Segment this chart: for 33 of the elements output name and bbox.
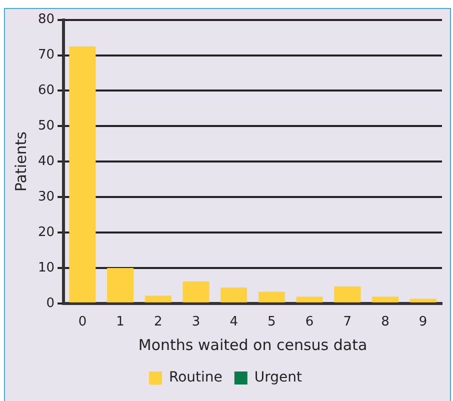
y-axis-title: Patients bbox=[12, 131, 30, 192]
x-tick-label: 2 bbox=[154, 314, 162, 330]
x-tick-label: 8 bbox=[381, 314, 390, 330]
bar bbox=[69, 46, 96, 302]
y-tick-label: 50 bbox=[38, 118, 55, 134]
x-tick-label: 7 bbox=[343, 314, 352, 330]
x-tick-label: 1 bbox=[116, 314, 124, 330]
y-tick-label: 80 bbox=[38, 12, 55, 28]
legend-label: Routine bbox=[168, 370, 222, 386]
bar bbox=[296, 296, 323, 302]
bar bbox=[144, 296, 172, 302]
bar bbox=[182, 281, 210, 302]
x-tick-label: 4 bbox=[230, 314, 238, 330]
legend-label: Urgent bbox=[254, 370, 303, 386]
y-tick-label: 10 bbox=[38, 260, 55, 276]
bar bbox=[372, 296, 398, 302]
x-tick-label: 9 bbox=[418, 314, 428, 330]
y-tick-label: 30 bbox=[38, 189, 55, 204]
bar bbox=[410, 298, 436, 302]
x-tick-label: 3 bbox=[192, 314, 200, 330]
bar bbox=[258, 292, 285, 302]
bar bbox=[220, 287, 248, 302]
y-tick-label: 70 bbox=[38, 48, 55, 63]
y-tick-label: 0 bbox=[46, 296, 55, 311]
x-tick-label: 5 bbox=[268, 314, 276, 330]
y-tick-label: 20 bbox=[38, 224, 55, 240]
bar bbox=[107, 268, 134, 302]
bar bbox=[334, 286, 361, 302]
y-tick-label: 40 bbox=[38, 154, 55, 169]
x-axis-title: Months waited on census data bbox=[138, 336, 368, 354]
x-tick-label: 6 bbox=[305, 314, 314, 330]
y-tick-label: 60 bbox=[38, 83, 55, 98]
x-tick-label: 0 bbox=[78, 314, 87, 330]
